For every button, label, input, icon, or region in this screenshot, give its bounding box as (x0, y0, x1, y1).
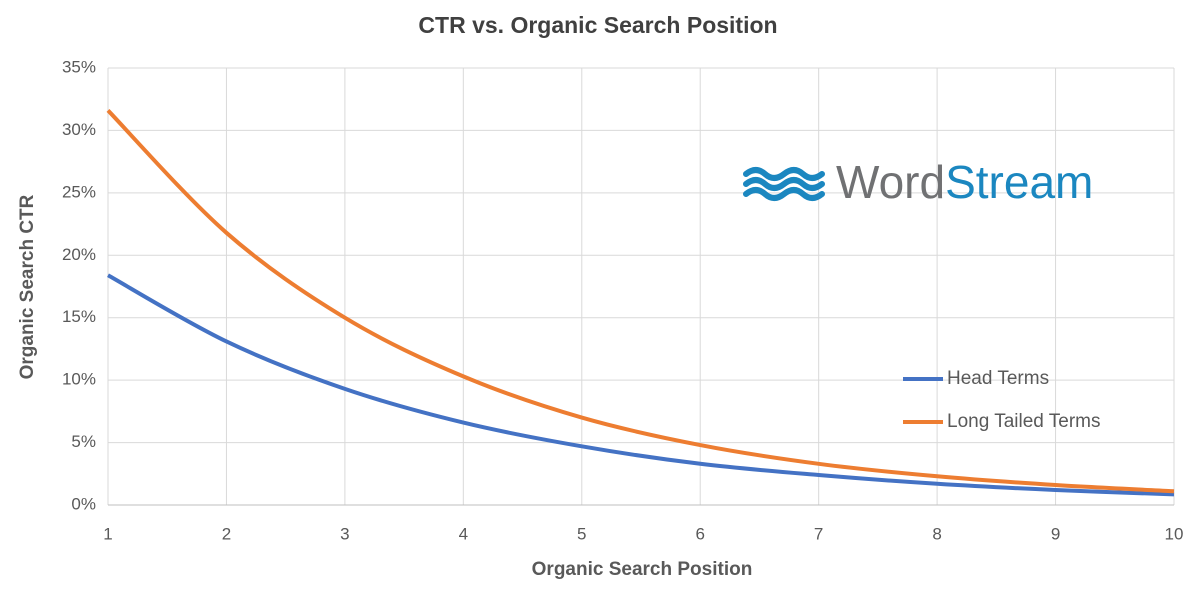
x-axis-label: Organic Search Position (532, 559, 753, 580)
legend-label: Head Terms (947, 368, 1049, 389)
logo-text: WordStream (836, 156, 1093, 208)
logo-waves (743, 167, 825, 201)
x-tick-label: 9 (1051, 524, 1060, 543)
x-tick-label: 6 (695, 524, 704, 543)
y-tick-label: 20% (62, 245, 96, 264)
x-tick-label: 2 (222, 524, 231, 543)
wave (743, 167, 825, 181)
y-axis-label: Organic Search CTR (17, 194, 38, 379)
y-tick-label: 10% (62, 370, 96, 389)
logo: WordStream (743, 156, 1093, 208)
wave (743, 177, 825, 191)
legend-label: Long Tailed Terms (947, 411, 1101, 432)
x-tick-label: 4 (459, 524, 468, 543)
y-tick-label: 0% (71, 494, 96, 513)
x-tick-label: 7 (814, 524, 823, 543)
logo-stream: Stream (945, 156, 1093, 208)
y-tick-label: 15% (62, 307, 96, 326)
x-tick-label: 3 (340, 524, 349, 543)
x-tick-label: 10 (1165, 524, 1184, 543)
series-line (107, 273, 1175, 497)
x-tick-label: 8 (932, 524, 941, 543)
chart-title: CTR vs. Organic Search Position (418, 12, 777, 38)
y-tick-label: 30% (62, 120, 96, 139)
logo-word: Word (836, 156, 945, 208)
grid (107, 67, 1175, 506)
series-line (106, 109, 1175, 494)
x-tick-label: 5 (577, 524, 586, 543)
y-tick-label: 5% (71, 432, 96, 451)
wave (743, 187, 825, 201)
x-tick-label: 1 (103, 524, 112, 543)
y-tick-label: 35% (62, 57, 96, 76)
y-tick-label: 25% (62, 182, 96, 201)
